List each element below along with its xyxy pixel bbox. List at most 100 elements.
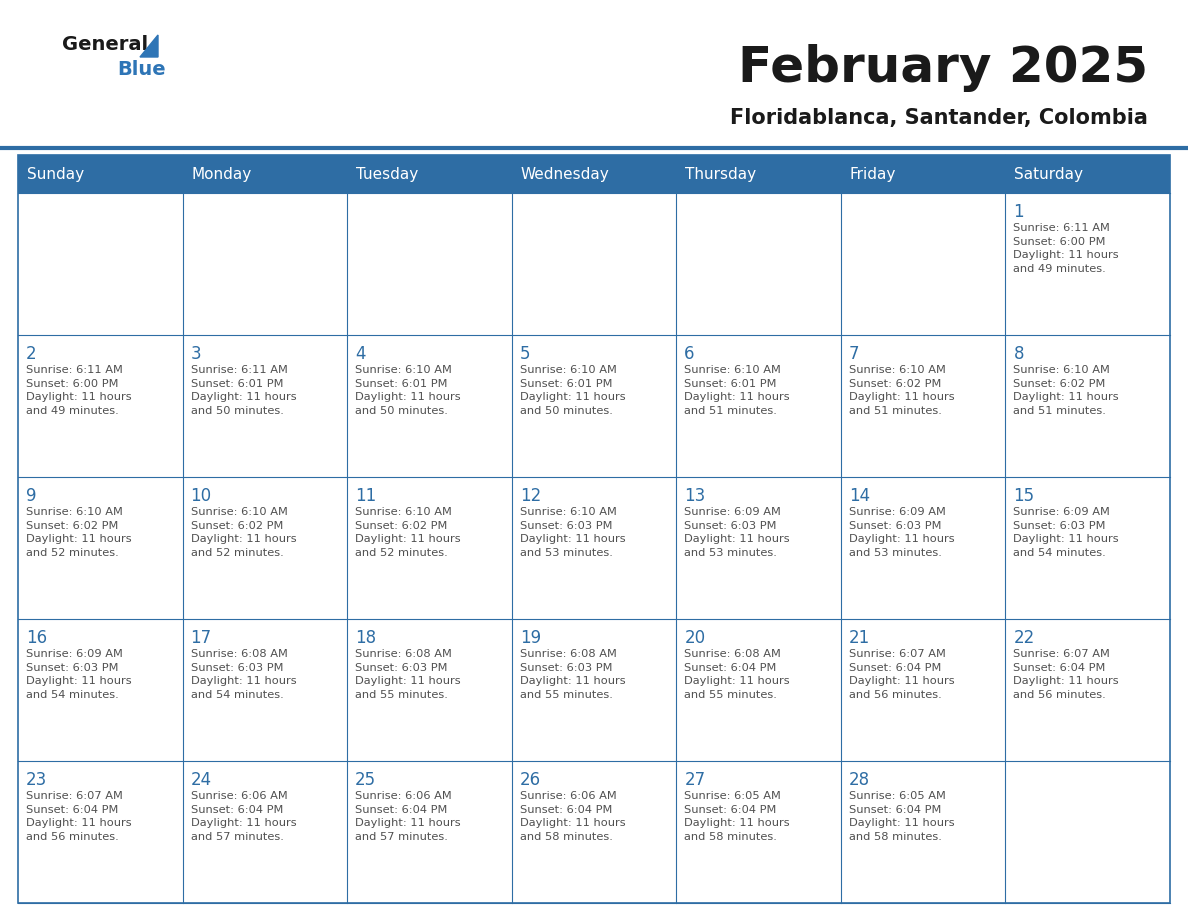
Bar bbox=[1005, 761, 1170, 903]
Bar bbox=[676, 335, 841, 477]
Bar bbox=[512, 193, 676, 335]
Text: 23: 23 bbox=[26, 771, 48, 789]
Bar bbox=[676, 155, 841, 193]
Text: Sunrise: 6:09 AM
Sunset: 6:03 PM
Daylight: 11 hours
and 53 minutes.: Sunrise: 6:09 AM Sunset: 6:03 PM Dayligh… bbox=[849, 507, 954, 558]
Text: Sunrise: 6:11 AM
Sunset: 6:01 PM
Daylight: 11 hours
and 50 minutes.: Sunrise: 6:11 AM Sunset: 6:01 PM Dayligh… bbox=[190, 365, 296, 416]
Text: 16: 16 bbox=[26, 629, 48, 647]
Text: 13: 13 bbox=[684, 487, 706, 505]
Bar bbox=[676, 193, 841, 335]
Text: Sunrise: 6:10 AM
Sunset: 6:01 PM
Daylight: 11 hours
and 51 minutes.: Sunrise: 6:10 AM Sunset: 6:01 PM Dayligh… bbox=[684, 365, 790, 416]
Polygon shape bbox=[140, 35, 158, 57]
Bar bbox=[183, 193, 347, 335]
Text: Sunrise: 6:07 AM
Sunset: 6:04 PM
Daylight: 11 hours
and 56 minutes.: Sunrise: 6:07 AM Sunset: 6:04 PM Dayligh… bbox=[1013, 649, 1119, 700]
Bar bbox=[841, 193, 1005, 335]
Bar bbox=[1005, 619, 1170, 761]
Text: 8: 8 bbox=[1013, 345, 1024, 363]
Bar bbox=[512, 155, 676, 193]
Text: 14: 14 bbox=[849, 487, 870, 505]
Text: Saturday: Saturday bbox=[1015, 166, 1083, 182]
Text: Sunrise: 6:08 AM
Sunset: 6:03 PM
Daylight: 11 hours
and 54 minutes.: Sunrise: 6:08 AM Sunset: 6:03 PM Dayligh… bbox=[190, 649, 296, 700]
Bar bbox=[841, 477, 1005, 619]
Text: Sunrise: 6:10 AM
Sunset: 6:02 PM
Daylight: 11 hours
and 51 minutes.: Sunrise: 6:10 AM Sunset: 6:02 PM Dayligh… bbox=[849, 365, 954, 416]
Bar bbox=[183, 477, 347, 619]
Text: 26: 26 bbox=[519, 771, 541, 789]
Text: Sunday: Sunday bbox=[27, 166, 84, 182]
Text: Sunrise: 6:11 AM
Sunset: 6:00 PM
Daylight: 11 hours
and 49 minutes.: Sunrise: 6:11 AM Sunset: 6:00 PM Dayligh… bbox=[26, 365, 132, 416]
Text: 20: 20 bbox=[684, 629, 706, 647]
Bar bbox=[676, 619, 841, 761]
Bar bbox=[18, 155, 1170, 903]
Text: Sunrise: 6:11 AM
Sunset: 6:00 PM
Daylight: 11 hours
and 49 minutes.: Sunrise: 6:11 AM Sunset: 6:00 PM Dayligh… bbox=[1013, 223, 1119, 274]
Bar bbox=[676, 761, 841, 903]
Text: 17: 17 bbox=[190, 629, 211, 647]
Text: February 2025: February 2025 bbox=[738, 44, 1148, 92]
Bar bbox=[183, 619, 347, 761]
Text: Sunrise: 6:08 AM
Sunset: 6:03 PM
Daylight: 11 hours
and 55 minutes.: Sunrise: 6:08 AM Sunset: 6:03 PM Dayligh… bbox=[355, 649, 461, 700]
Bar bbox=[512, 619, 676, 761]
Bar bbox=[347, 155, 512, 193]
Bar bbox=[18, 761, 183, 903]
Text: Sunrise: 6:10 AM
Sunset: 6:03 PM
Daylight: 11 hours
and 53 minutes.: Sunrise: 6:10 AM Sunset: 6:03 PM Dayligh… bbox=[519, 507, 625, 558]
Bar bbox=[347, 477, 512, 619]
Bar bbox=[1005, 477, 1170, 619]
Text: Sunrise: 6:10 AM
Sunset: 6:02 PM
Daylight: 11 hours
and 52 minutes.: Sunrise: 6:10 AM Sunset: 6:02 PM Dayligh… bbox=[355, 507, 461, 558]
Bar bbox=[1005, 193, 1170, 335]
Text: 22: 22 bbox=[1013, 629, 1035, 647]
Text: 3: 3 bbox=[190, 345, 201, 363]
Text: 24: 24 bbox=[190, 771, 211, 789]
Text: Sunrise: 6:10 AM
Sunset: 6:02 PM
Daylight: 11 hours
and 52 minutes.: Sunrise: 6:10 AM Sunset: 6:02 PM Dayligh… bbox=[26, 507, 132, 558]
Text: Sunrise: 6:09 AM
Sunset: 6:03 PM
Daylight: 11 hours
and 54 minutes.: Sunrise: 6:09 AM Sunset: 6:03 PM Dayligh… bbox=[26, 649, 132, 700]
Bar bbox=[347, 619, 512, 761]
Bar bbox=[18, 477, 183, 619]
Bar bbox=[841, 335, 1005, 477]
Text: 10: 10 bbox=[190, 487, 211, 505]
Bar bbox=[18, 619, 183, 761]
Bar bbox=[18, 193, 183, 335]
Bar bbox=[512, 761, 676, 903]
Text: 2: 2 bbox=[26, 345, 37, 363]
Text: Thursday: Thursday bbox=[685, 166, 757, 182]
Text: Sunrise: 6:07 AM
Sunset: 6:04 PM
Daylight: 11 hours
and 56 minutes.: Sunrise: 6:07 AM Sunset: 6:04 PM Dayligh… bbox=[849, 649, 954, 700]
Text: 5: 5 bbox=[519, 345, 530, 363]
Text: Blue: Blue bbox=[116, 60, 165, 79]
Bar bbox=[347, 335, 512, 477]
Bar bbox=[841, 155, 1005, 193]
Text: 21: 21 bbox=[849, 629, 870, 647]
Text: 1: 1 bbox=[1013, 203, 1024, 221]
Text: 12: 12 bbox=[519, 487, 541, 505]
Text: Friday: Friday bbox=[849, 166, 896, 182]
Text: 9: 9 bbox=[26, 487, 37, 505]
Bar bbox=[1005, 155, 1170, 193]
Text: Sunrise: 6:10 AM
Sunset: 6:02 PM
Daylight: 11 hours
and 52 minutes.: Sunrise: 6:10 AM Sunset: 6:02 PM Dayligh… bbox=[190, 507, 296, 558]
Text: Sunrise: 6:09 AM
Sunset: 6:03 PM
Daylight: 11 hours
and 54 minutes.: Sunrise: 6:09 AM Sunset: 6:03 PM Dayligh… bbox=[1013, 507, 1119, 558]
Text: Monday: Monday bbox=[191, 166, 252, 182]
Text: 28: 28 bbox=[849, 771, 870, 789]
Text: General: General bbox=[62, 35, 148, 54]
Bar bbox=[347, 761, 512, 903]
Bar bbox=[512, 335, 676, 477]
Bar bbox=[347, 193, 512, 335]
Text: 4: 4 bbox=[355, 345, 366, 363]
Text: 11: 11 bbox=[355, 487, 377, 505]
Text: Tuesday: Tuesday bbox=[356, 166, 418, 182]
Text: Sunrise: 6:05 AM
Sunset: 6:04 PM
Daylight: 11 hours
and 58 minutes.: Sunrise: 6:05 AM Sunset: 6:04 PM Dayligh… bbox=[684, 791, 790, 842]
Bar bbox=[183, 335, 347, 477]
Bar bbox=[841, 619, 1005, 761]
Text: 25: 25 bbox=[355, 771, 377, 789]
Text: 6: 6 bbox=[684, 345, 695, 363]
Text: 18: 18 bbox=[355, 629, 377, 647]
Bar bbox=[1005, 335, 1170, 477]
Text: Sunrise: 6:10 AM
Sunset: 6:01 PM
Daylight: 11 hours
and 50 minutes.: Sunrise: 6:10 AM Sunset: 6:01 PM Dayligh… bbox=[519, 365, 625, 416]
Bar bbox=[18, 335, 183, 477]
Text: 27: 27 bbox=[684, 771, 706, 789]
Text: Sunrise: 6:10 AM
Sunset: 6:01 PM
Daylight: 11 hours
and 50 minutes.: Sunrise: 6:10 AM Sunset: 6:01 PM Dayligh… bbox=[355, 365, 461, 416]
Text: Sunrise: 6:06 AM
Sunset: 6:04 PM
Daylight: 11 hours
and 57 minutes.: Sunrise: 6:06 AM Sunset: 6:04 PM Dayligh… bbox=[190, 791, 296, 842]
Text: Sunrise: 6:09 AM
Sunset: 6:03 PM
Daylight: 11 hours
and 53 minutes.: Sunrise: 6:09 AM Sunset: 6:03 PM Dayligh… bbox=[684, 507, 790, 558]
Bar bbox=[18, 155, 183, 193]
Text: Sunrise: 6:10 AM
Sunset: 6:02 PM
Daylight: 11 hours
and 51 minutes.: Sunrise: 6:10 AM Sunset: 6:02 PM Dayligh… bbox=[1013, 365, 1119, 416]
Bar bbox=[512, 477, 676, 619]
Text: Floridablanca, Santander, Colombia: Floridablanca, Santander, Colombia bbox=[731, 108, 1148, 128]
Text: 7: 7 bbox=[849, 345, 859, 363]
Text: 15: 15 bbox=[1013, 487, 1035, 505]
Bar bbox=[676, 477, 841, 619]
